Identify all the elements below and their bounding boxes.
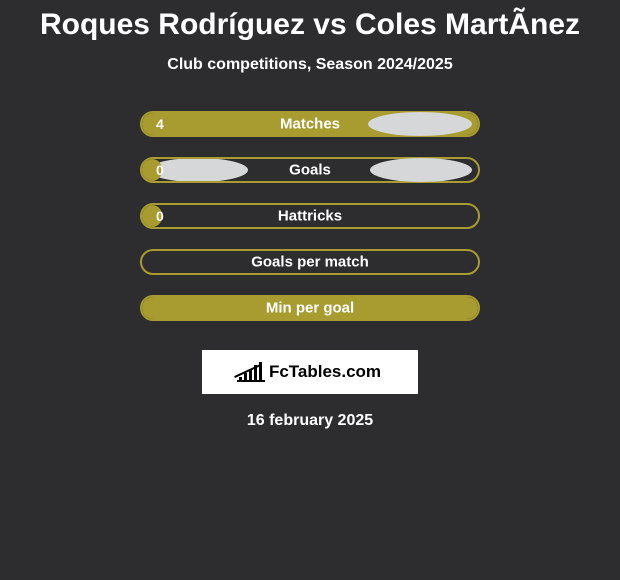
stat-row: 4 Matches	[140, 110, 480, 138]
stat-value: 0	[156, 162, 164, 178]
stat-row: Goals per match	[140, 248, 480, 276]
stat-label: Matches	[280, 116, 340, 133]
stat-value: 4	[156, 116, 164, 132]
stat-rows-host: 4 Matches 0 Goals 0 Hattricks Goals per match M…	[140, 110, 480, 340]
player-right-ellipse	[368, 112, 472, 136]
footer-date: 16 february 2025	[247, 412, 373, 430]
bar-chart-icon	[239, 362, 263, 382]
stat-bar-track: 0 Hattricks	[140, 203, 480, 229]
page-subtitle: Club competitions, Season 2024/2025	[167, 56, 452, 74]
brand-logo-box: FcTables.com	[202, 350, 418, 394]
stat-row: Min per goal	[140, 294, 480, 322]
player-right-ellipse	[370, 158, 472, 182]
stat-bar-track: Goals per match	[140, 249, 480, 275]
stats-comparison-container: Roques Rodríguez vs Coles MartÃ­nez Club…	[0, 0, 620, 580]
page-title: Roques Rodríguez vs Coles MartÃ­nez	[40, 8, 580, 42]
stat-row: 0 Hattricks	[140, 202, 480, 230]
stat-label: Goals	[289, 162, 331, 179]
stat-label: Goals per match	[251, 254, 369, 271]
stat-row: 0 Goals	[140, 156, 480, 184]
stat-value: 0	[156, 208, 164, 224]
brand-logo-text: FcTables.com	[269, 362, 381, 382]
stat-label: Min per goal	[266, 300, 354, 317]
stat-label: Hattricks	[278, 208, 342, 225]
stat-bar-track: Min per goal	[140, 295, 480, 321]
